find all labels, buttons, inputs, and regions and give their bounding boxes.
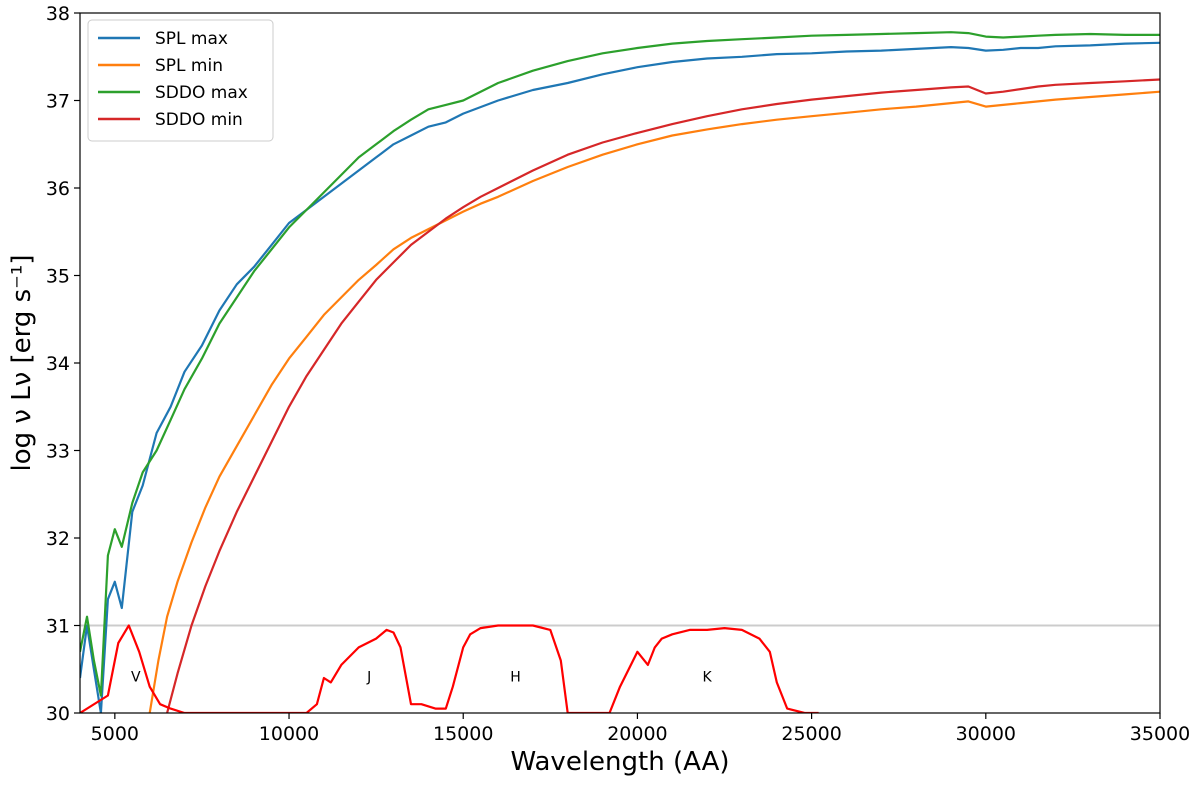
filter-band-label-j: J — [366, 670, 371, 686]
x-tick-label: 5000 — [91, 723, 139, 745]
filter-band-label-v: V — [131, 670, 141, 686]
y-axis: 30 31 32 33 34 35 36 37 38 — [46, 3, 80, 725]
y-tick-label: 30 — [46, 703, 70, 725]
filter-band-label-k: K — [703, 670, 713, 686]
x-tick-label: 35000 — [1130, 723, 1190, 745]
y-tick-label: 36 — [46, 178, 70, 200]
series-line-sddo-min — [166, 78, 1160, 713]
legend-label-spl-max: SPL max — [155, 29, 228, 49]
series-line-sddo-max — [80, 31, 1160, 697]
x-tick-label: 15000 — [433, 723, 493, 745]
series-line-spl-max — [80, 41, 1160, 713]
legend-box — [87, 19, 274, 142]
filter-band-curve — [80, 624, 819, 713]
y-tick-label: 34 — [46, 353, 70, 375]
x-tick-label: 25000 — [781, 723, 841, 745]
y-tick-label: 35 — [46, 266, 70, 288]
legend: SPL max SPL min SDDO max SDDO min — [87, 19, 274, 142]
series-line-spl-min — [148, 90, 1160, 713]
x-tick-label: 20000 — [607, 723, 667, 745]
filter-band-layer — [80, 624, 819, 713]
legend-label-spl-min: SPL min — [155, 56, 223, 76]
y-tick-label: 31 — [46, 616, 70, 638]
y-tick-label: 37 — [46, 91, 70, 113]
filter-band-label-h: H — [510, 670, 521, 686]
y-tick-label: 32 — [46, 528, 70, 550]
y-tick-label: 38 — [46, 3, 70, 25]
series-layer — [80, 31, 1160, 713]
x-tick-label: 10000 — [259, 723, 319, 745]
x-tick-label: 30000 — [956, 723, 1016, 745]
y-tick-label: 33 — [46, 441, 70, 463]
legend-label-sddo-max: SDDO max — [155, 83, 248, 103]
legend-label-sddo-min: SDDO min — [155, 110, 243, 130]
x-axis-label: Wavelength (AA) — [510, 747, 729, 777]
x-axis: 5000 10000 15000 20000 25000 30000 35000 — [91, 713, 1190, 745]
y-axis-label: log ν Lν [erg s⁻¹] — [7, 255, 37, 472]
